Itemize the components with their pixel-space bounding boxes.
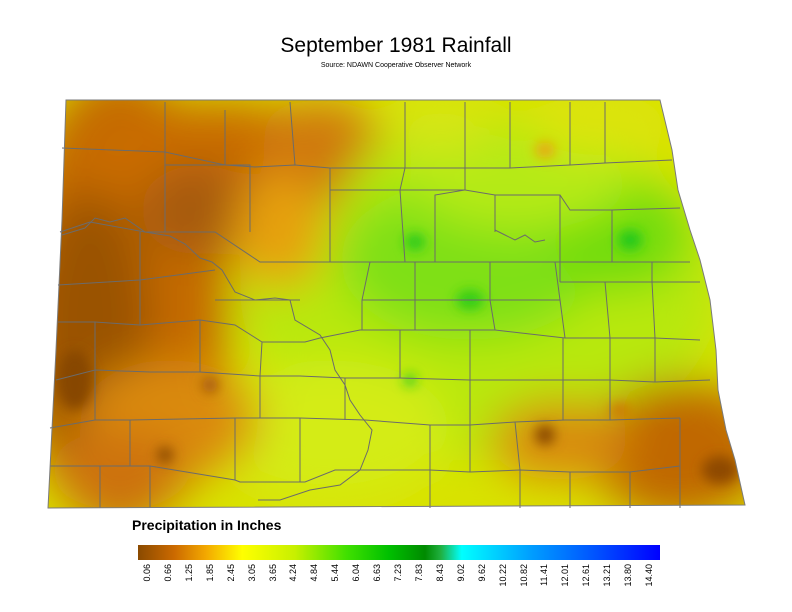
legend-tick-label: 1.25 [183,564,194,582]
legend-tick-label: 0.66 [162,564,173,582]
legend-color-bar [138,545,660,560]
legend-tick-label: 4.24 [288,564,299,582]
legend-tick-label: 2.45 [225,564,236,582]
legend-tick-label: 12.01 [560,564,571,587]
legend-tick-label: 12.61 [581,564,592,587]
legend-tick-label: 13.21 [602,564,613,587]
legend-tick-label: 7.83 [413,564,424,582]
legend-tick-label: 10.22 [497,564,508,587]
legend-tick-label: 10.82 [518,564,529,587]
legend-tick-label: 9.62 [476,564,487,582]
legend-tick-label: 7.23 [393,564,403,582]
legend-tick-label: 14.40 [644,564,654,587]
legend-tick-label: 1.85 [204,564,215,582]
legend-tick-label: 4.84 [309,564,320,582]
map-source: Source: NDAWN Cooperative Observer Netwo… [320,62,472,69]
legend-tick-label: 11.41 [539,564,550,586]
legend-tick-label: 13.80 [623,564,634,587]
county-boundaries [49,101,711,508]
state-outline [47,99,746,509]
legend-tick-label: 9.02 [455,564,466,582]
legend-tick-label: 3.05 [246,564,257,582]
legend-tick-label: 6.04 [351,564,362,582]
legend-tick-label: 6.63 [372,564,383,582]
legend-tick-label: 5.44 [330,564,341,582]
legend-title: Precipitation in Inches [132,517,282,533]
legend-tick-label: 3.65 [267,564,278,582]
legend-tick-label: 0.06 [142,564,152,582]
legend-tick-label: 8.43 [434,564,445,582]
map-title: September 1981 Rainfall [280,34,512,57]
